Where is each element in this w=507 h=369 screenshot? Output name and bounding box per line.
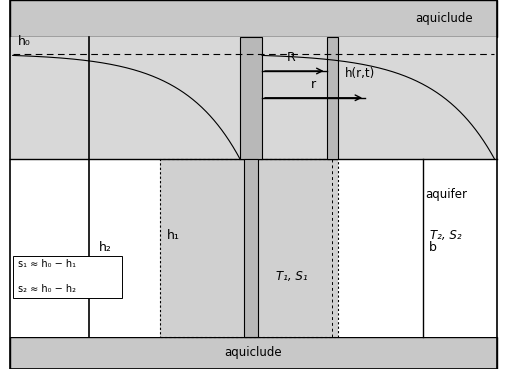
- Bar: [327, 37, 338, 159]
- Bar: [244, 159, 258, 337]
- Text: h₂: h₂: [99, 241, 112, 254]
- Text: aquiclude: aquiclude: [225, 346, 282, 359]
- Bar: [10, 37, 497, 159]
- Bar: [240, 37, 262, 159]
- Text: R: R: [287, 51, 296, 63]
- Text: h₀: h₀: [18, 35, 30, 48]
- Bar: [10, 0, 497, 37]
- Text: s₂ ≈ h₀ − h₂: s₂ ≈ h₀ − h₂: [18, 284, 76, 294]
- Bar: [160, 159, 338, 337]
- Text: h(r,t): h(r,t): [345, 67, 376, 80]
- Bar: [13, 255, 122, 298]
- Text: T₁, S₁: T₁, S₁: [276, 270, 307, 283]
- Text: s₁ ≈ h₀ − h₁: s₁ ≈ h₀ − h₁: [18, 259, 76, 269]
- Text: h₁: h₁: [167, 229, 180, 242]
- Text: r: r: [311, 78, 316, 91]
- Bar: [10, 159, 497, 337]
- Text: aquiclude: aquiclude: [416, 12, 474, 25]
- Text: T₂, S₂: T₂, S₂: [430, 229, 462, 242]
- Text: b: b: [428, 241, 437, 254]
- Text: aquifer: aquifer: [425, 188, 467, 201]
- Bar: [160, 159, 338, 337]
- Bar: [10, 337, 497, 369]
